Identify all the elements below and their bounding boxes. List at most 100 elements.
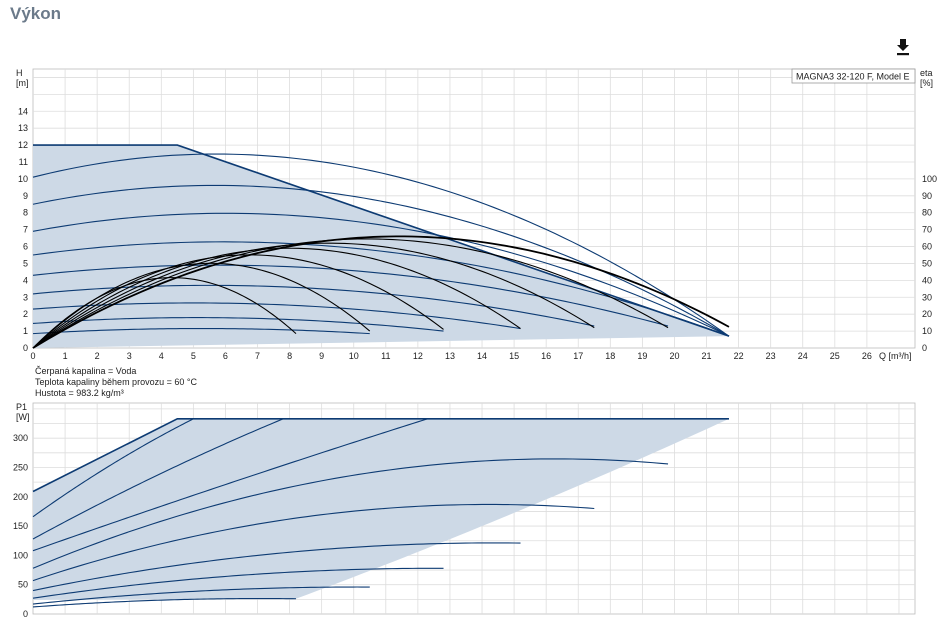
y-tick-label: 2 — [23, 309, 28, 319]
y-tick-label: 4 — [23, 275, 28, 285]
x-tick-label: 20 — [669, 351, 679, 361]
power-curve — [32, 586, 370, 605]
x-tick-label: 26 — [862, 351, 872, 361]
x-tick-label: 16 — [541, 351, 551, 361]
max-curve — [33, 144, 730, 337]
power-curve — [32, 458, 669, 569]
page-title: Výkon — [10, 4, 62, 23]
y-tick-label: 10 — [18, 174, 28, 184]
head-chart: 0 1 2 3 4 5 6 7 8 9 10 11 12 13 14 15 16 17 18 19 20 21 22 23 24… — [16, 68, 937, 361]
x-tick-label: 5 — [191, 351, 196, 361]
power-curve — [32, 542, 521, 592]
operating-envelope — [33, 418, 729, 600]
fluid-temperature: Teplota kapaliny během provozu = 60 °C — [35, 377, 197, 387]
y-tick-label: 150 — [13, 521, 28, 531]
x-tick-label: 24 — [798, 351, 808, 361]
y-tick-label: 50 — [18, 580, 28, 590]
y-tick-label: 1 — [23, 326, 28, 336]
efficiency-curve — [32, 242, 595, 349]
eta-tick-label: 80 — [922, 208, 932, 218]
speed-curve — [32, 264, 669, 327]
y-tick-label: 8 — [23, 208, 28, 218]
speed-curve — [32, 212, 730, 337]
power-chart-envelope — [32, 418, 729, 600]
y-axis-label: [W] — [16, 412, 30, 422]
x-tick-label: 12 — [413, 351, 423, 361]
y-tick-label: 13 — [18, 123, 28, 133]
y-axis-label: P1 — [16, 402, 27, 412]
x-tick-label: 3 — [127, 351, 132, 361]
speed-curve — [32, 153, 730, 337]
eta-tick-label: 60 — [922, 242, 932, 252]
eta-tick-label: 50 — [922, 258, 932, 268]
x-tick-label: 11 — [381, 351, 390, 361]
x-tick-label: 1 — [63, 351, 68, 361]
efficiency-curve — [32, 235, 730, 349]
eta-tick-label: 70 — [922, 225, 932, 235]
x-tick-label: 18 — [605, 351, 615, 361]
power-curve — [32, 418, 194, 518]
y-tick-label: 9 — [23, 191, 28, 201]
y-axis-label: H — [16, 68, 23, 78]
x-tick-label: 9 — [319, 351, 324, 361]
eta-tick-label: 30 — [922, 292, 932, 302]
x-tick-label: 8 — [287, 351, 292, 361]
eta-tick-label: 100 — [922, 174, 937, 184]
eta-axis-label: [%] — [920, 78, 933, 88]
plot-area — [32, 402, 916, 615]
eta-tick-label: 20 — [922, 309, 932, 319]
legend-box — [791, 68, 916, 84]
power-chart-speed-curves — [32, 418, 669, 608]
y-tick-label: 200 — [13, 492, 28, 502]
y-tick-label: 0 — [23, 609, 28, 619]
x-tick-label: 4 — [159, 351, 164, 361]
eta-tick-label: 10 — [922, 326, 932, 336]
power-chart-axes: 0 50 100 150 200 250 300 P1[W] — [13, 402, 30, 619]
y-tick-label: 7 — [23, 225, 28, 235]
fluid-density: Hustota = 983.2 kg/m³ — [35, 388, 124, 398]
y-tick-label: 12 — [18, 140, 28, 150]
y-tick-label: 3 — [23, 292, 28, 302]
eta-tick-label: 0 — [922, 343, 927, 353]
x-tick-label: 17 — [573, 351, 583, 361]
x-tick-label: 2 — [95, 351, 100, 361]
x-tick-label: 13 — [445, 351, 455, 361]
eta-axis-label: eta — [920, 68, 933, 78]
x-tick-label: 23 — [766, 351, 776, 361]
efficiency-curve — [32, 277, 297, 349]
eta-tick-label: 90 — [922, 191, 932, 201]
y-tick-label: 0 — [23, 343, 28, 353]
x-tick-label: 14 — [477, 351, 487, 361]
x-tick-label: 19 — [637, 351, 647, 361]
max-power-curve — [32, 418, 729, 493]
y-tick-label: 6 — [23, 242, 28, 252]
x-axis-label: Q [m³/h] — [879, 351, 912, 361]
speed-curve — [32, 284, 595, 327]
x-tick-label: 22 — [734, 351, 744, 361]
x-tick-label: 10 — [349, 351, 359, 361]
eta-tick-label: 40 — [922, 275, 932, 285]
legend-text: MAGNA3 32-120 F, Model E — [796, 72, 910, 82]
x-tick-label: 6 — [223, 351, 228, 361]
speed-curve — [32, 184, 730, 337]
power-curve — [32, 567, 444, 599]
y-tick-label: 11 — [19, 157, 28, 167]
x-tick-label: 15 — [509, 351, 519, 361]
x-tick-label: 7 — [255, 351, 260, 361]
y-tick-label: 5 — [23, 258, 28, 268]
y-tick-label: 250 — [13, 462, 28, 472]
download-icon[interactable] — [895, 38, 911, 56]
y-tick-label: 300 — [13, 433, 28, 443]
head-chart-efficiency-curves — [32, 235, 730, 349]
speed-curve — [32, 327, 370, 335]
y-tick-label: 100 — [13, 550, 28, 560]
x-tick-label: 0 — [30, 351, 35, 361]
power-curve — [32, 418, 284, 540]
fluid-info: Čerpaná kapalina = Voda Teplota kapaliny… — [35, 366, 197, 399]
fluid-medium: Čerpaná kapalina = Voda — [35, 366, 137, 376]
power-chart-grid — [32, 402, 916, 615]
y-tick-label: 14 — [18, 106, 28, 116]
power-curve — [32, 503, 595, 582]
x-tick-label: 25 — [830, 351, 840, 361]
head-chart-axes: 0 1 2 3 4 5 6 7 8 9 10 11 12 13 14 15 16 17 18 19 20 21 22 23 24… — [16, 68, 937, 361]
